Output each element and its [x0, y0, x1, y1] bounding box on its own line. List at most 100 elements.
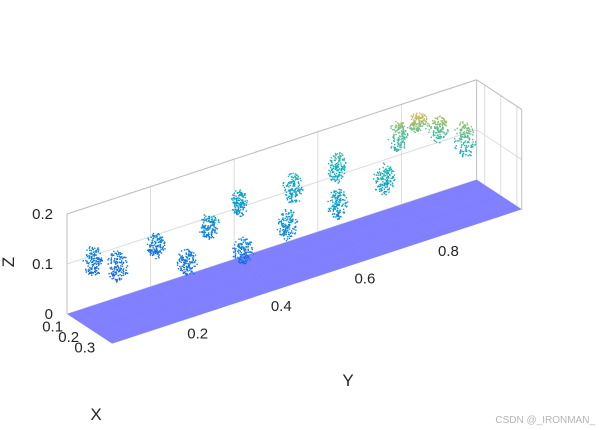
point [329, 173, 331, 175]
point [154, 250, 157, 252]
point [411, 128, 413, 130]
point [206, 234, 208, 236]
point [383, 190, 386, 193]
point [285, 185, 288, 187]
point [285, 210, 287, 212]
point [461, 138, 463, 141]
point [384, 175, 386, 177]
point [108, 272, 110, 275]
point [244, 239, 246, 241]
point [235, 211, 238, 213]
point [239, 189, 241, 191]
point [237, 209, 240, 212]
point [235, 202, 237, 204]
point [441, 124, 444, 126]
point [154, 242, 157, 245]
tick-labels: 00.10.20.10.20.30.20.40.60.8 [32, 206, 459, 357]
point [334, 152, 337, 155]
point [409, 126, 411, 128]
point [460, 131, 462, 133]
point [240, 252, 243, 254]
z-tick-label: 0 [45, 306, 53, 323]
point [183, 249, 186, 251]
point [417, 117, 420, 119]
point [459, 150, 462, 152]
point [240, 206, 242, 208]
point [210, 233, 213, 236]
point [204, 219, 206, 221]
point [97, 258, 99, 261]
point [434, 140, 436, 142]
point [204, 236, 206, 238]
point [236, 213, 238, 216]
point [454, 129, 456, 131]
point [461, 127, 463, 129]
point [158, 257, 160, 259]
point [335, 200, 337, 202]
point [98, 259, 100, 261]
point [88, 247, 90, 249]
point [85, 269, 87, 271]
point [97, 251, 100, 253]
point [242, 196, 245, 198]
point [390, 127, 392, 129]
point [294, 222, 296, 224]
point [233, 247, 235, 249]
point [206, 227, 209, 230]
point [335, 206, 338, 208]
point [387, 172, 390, 175]
point [185, 255, 187, 258]
point [443, 124, 446, 126]
point [182, 272, 184, 274]
point [89, 272, 91, 274]
point [180, 268, 183, 270]
point [185, 248, 188, 251]
point [243, 260, 245, 263]
point [341, 165, 343, 168]
point [425, 128, 427, 130]
point [338, 158, 340, 160]
point [242, 248, 245, 250]
point [397, 137, 400, 139]
point [113, 267, 115, 270]
point [180, 257, 182, 259]
point [432, 132, 435, 134]
point [287, 218, 289, 220]
point [295, 178, 297, 180]
point [113, 274, 115, 276]
point [281, 225, 284, 228]
point [417, 122, 419, 125]
point [90, 252, 92, 254]
point [388, 182, 390, 184]
point [337, 182, 339, 184]
point [291, 188, 293, 191]
point [236, 202, 238, 204]
point [155, 236, 157, 239]
point [120, 271, 123, 273]
point [334, 196, 336, 198]
point [205, 219, 207, 222]
point [439, 137, 441, 140]
point [281, 224, 283, 226]
point [179, 260, 181, 262]
point [237, 207, 240, 209]
point [343, 211, 345, 213]
point [330, 191, 332, 194]
point [337, 164, 339, 166]
point [251, 248, 253, 251]
point [117, 253, 120, 255]
point [336, 215, 338, 217]
point [118, 271, 120, 273]
point [428, 129, 431, 131]
point [91, 264, 93, 266]
point [432, 131, 435, 133]
point [334, 198, 336, 200]
point [432, 135, 435, 137]
point [286, 199, 289, 201]
point [239, 215, 241, 217]
point [291, 199, 293, 202]
point [297, 185, 299, 187]
point [334, 203, 336, 205]
point [234, 204, 236, 206]
point [402, 121, 404, 124]
